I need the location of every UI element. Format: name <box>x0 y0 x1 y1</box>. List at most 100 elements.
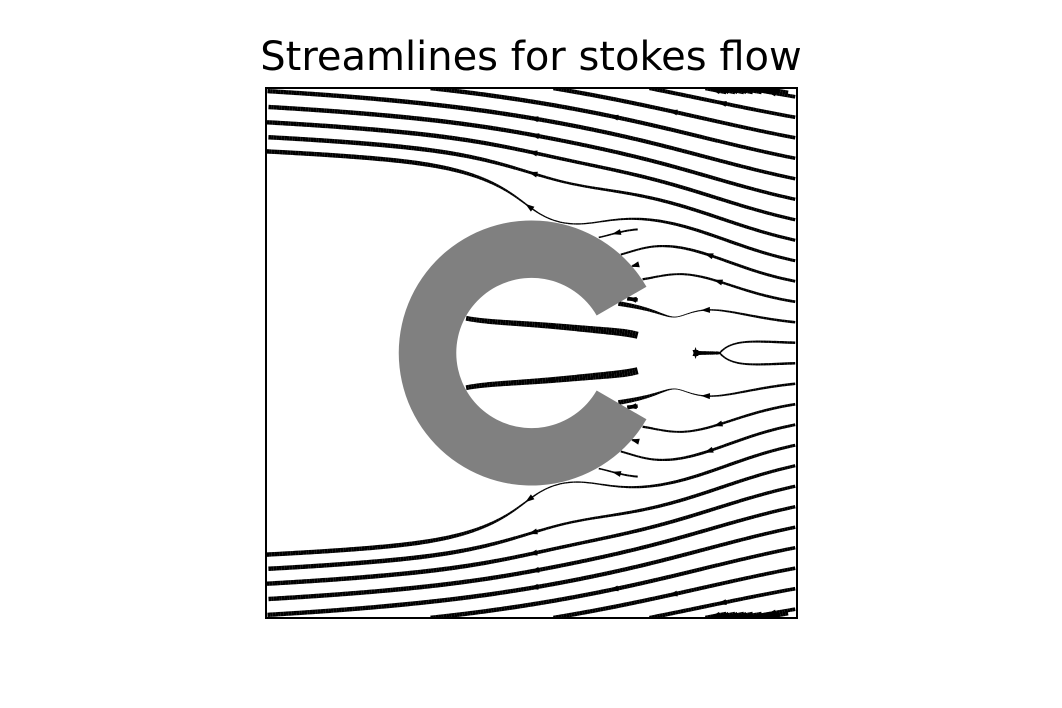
streamline-segment <box>603 112 607 118</box>
streamline-segment <box>665 481 669 486</box>
streamline-segment <box>665 502 669 507</box>
streamline-segment <box>497 185 502 189</box>
streamline-segment <box>598 467 602 470</box>
streamline-segment <box>468 546 473 552</box>
streamline-segment <box>781 174 786 179</box>
streamline-segment <box>618 585 623 591</box>
streamline-segment <box>473 545 478 551</box>
streamline-segment <box>761 430 765 435</box>
streamline-segment <box>448 166 452 172</box>
streamline-segment <box>662 179 666 185</box>
streamline-segment <box>766 551 770 556</box>
streamline-segment <box>670 221 674 226</box>
streamline-segment <box>638 305 643 310</box>
streamline-segment <box>761 512 765 517</box>
streamline-segment <box>695 512 699 517</box>
streamline-segment <box>507 512 511 516</box>
streamline-segment <box>774 569 778 575</box>
streamline-segment <box>644 526 648 531</box>
streamline-segment <box>501 557 505 562</box>
streamline-segment <box>787 465 791 470</box>
streamline-segment <box>585 592 589 598</box>
streamline-segment <box>558 137 562 143</box>
streamline-segment <box>473 527 478 532</box>
streamline-segment <box>591 574 595 579</box>
streamline-segment <box>647 579 651 584</box>
streamline-segment <box>643 394 648 399</box>
streamline-segment <box>540 489 544 493</box>
streamline-segment <box>558 179 562 183</box>
streamline-segment <box>561 180 565 184</box>
streamline-segment <box>697 428 701 432</box>
streamline-segment <box>701 135 706 140</box>
streamline-segment <box>566 181 570 185</box>
streamline-segment <box>513 195 518 199</box>
streamline-segment <box>766 294 770 298</box>
streamline-segment <box>774 427 778 431</box>
streamline-segment <box>779 467 783 471</box>
streamline-segment <box>587 591 592 597</box>
streamline-segment <box>631 100 635 106</box>
streamline-segment <box>787 526 791 531</box>
streamline-segment <box>697 511 702 516</box>
streamline-segment <box>731 261 735 266</box>
streamline-segment <box>553 178 557 182</box>
streamline-segment <box>667 520 671 525</box>
streamline-segment <box>738 243 743 248</box>
streamline-segment <box>704 135 708 141</box>
streamline-segment <box>781 277 786 281</box>
streamline-segment <box>743 414 747 418</box>
streamline-segment <box>673 146 678 152</box>
streamline-segment <box>665 144 670 150</box>
streamline-segment <box>682 93 687 98</box>
streamline-segment <box>612 552 616 557</box>
streamline-segment <box>700 191 704 196</box>
streamline-arrowhead <box>710 611 721 618</box>
streamline-segment <box>563 562 567 568</box>
streamline-segment <box>750 290 755 294</box>
streamline-segment <box>655 123 659 129</box>
streamline-segment <box>736 459 740 464</box>
streamline-segment <box>693 453 697 457</box>
streamline-segment <box>603 468 607 472</box>
streamline-segment <box>692 512 697 518</box>
streamline-segment <box>758 270 763 275</box>
streamline-segment <box>763 531 768 536</box>
streamline-segment <box>779 214 783 219</box>
streamline-segment <box>659 613 663 618</box>
streamline-segment <box>611 131 616 137</box>
streamline-segment <box>761 230 765 234</box>
streamline-segment <box>779 446 783 451</box>
streamline-segment <box>626 530 630 535</box>
streamline-segment <box>494 160 498 165</box>
streamline-segment <box>733 262 738 267</box>
streamline-segment <box>552 136 557 142</box>
streamline-segment <box>706 231 710 236</box>
streamline-segment <box>680 590 685 595</box>
streamline-segment <box>712 156 716 162</box>
streamline-segment <box>742 145 747 150</box>
streamline-segment <box>771 253 776 258</box>
streamline-segment <box>781 133 786 138</box>
streamline-segment <box>678 478 682 483</box>
streamline-segment <box>715 486 720 491</box>
streamline-segment <box>633 529 638 534</box>
streamline-segment <box>673 222 677 226</box>
streamline-segment <box>771 212 776 217</box>
streamline-segment <box>679 535 683 540</box>
streamline-segment <box>730 181 734 186</box>
streamline-segment <box>724 346 728 350</box>
streamline-segment <box>609 552 614 558</box>
streamline-segment <box>664 180 669 185</box>
streamline-segment <box>758 108 762 113</box>
streamline-segment <box>636 508 641 513</box>
streamline-segment <box>776 132 780 137</box>
streamline-segment <box>737 143 742 149</box>
streamline-segment <box>750 515 755 520</box>
streamline-segment <box>636 193 641 198</box>
streamline-segment <box>502 514 507 519</box>
streamline-segment <box>667 181 671 186</box>
streamline-segment <box>654 177 658 183</box>
streamline-segment <box>787 567 791 572</box>
streamline-segment <box>623 99 627 104</box>
